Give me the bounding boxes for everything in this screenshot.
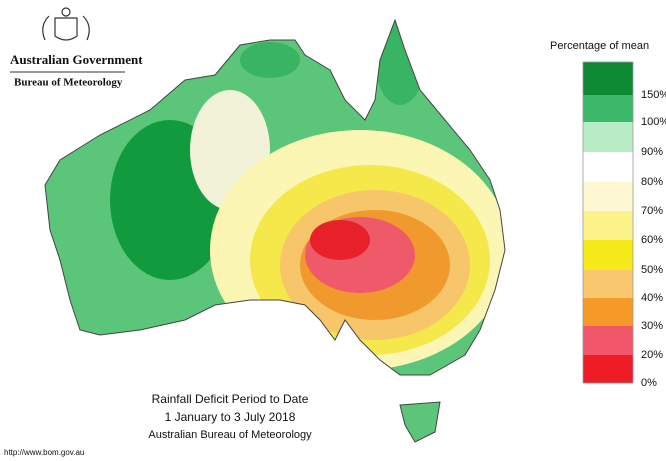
legend-label: 70% bbox=[641, 205, 663, 217]
legend-label: 90% bbox=[641, 146, 663, 158]
caption-period: 1 January to 3 July 2018 bbox=[165, 410, 296, 424]
coastline bbox=[44, 18, 506, 376]
crest bbox=[42, 7, 90, 41]
header-title: Australian Government bbox=[10, 52, 143, 67]
legend-title: Percentage of mean bbox=[550, 40, 649, 52]
header-subtitle: Bureau of Meteorology bbox=[14, 77, 123, 89]
legend-label: 100% bbox=[641, 116, 666, 128]
caption-source: Australian Bureau of Meteorology bbox=[148, 429, 312, 441]
legend-label: 20% bbox=[641, 349, 663, 361]
legend-label: 40% bbox=[641, 292, 663, 304]
legend-label: 80% bbox=[641, 176, 663, 188]
legend-label: 150% bbox=[641, 89, 666, 101]
legend-labels: 150% 100% 90% 80% 70% 60% 50% 40% 30% 20% 0% bbox=[641, 89, 666, 389]
legend-label: 0% bbox=[641, 377, 657, 389]
footer-url: http://www.bom.gov.au bbox=[4, 448, 84, 457]
caption-title: Rainfall Deficit Period to Date bbox=[152, 392, 309, 406]
legend-label: 50% bbox=[641, 264, 663, 276]
tasmania bbox=[399, 401, 441, 443]
legend-swatches bbox=[582, 61, 634, 384]
legend-label: 60% bbox=[641, 234, 663, 246]
legend-label: 30% bbox=[641, 320, 663, 332]
